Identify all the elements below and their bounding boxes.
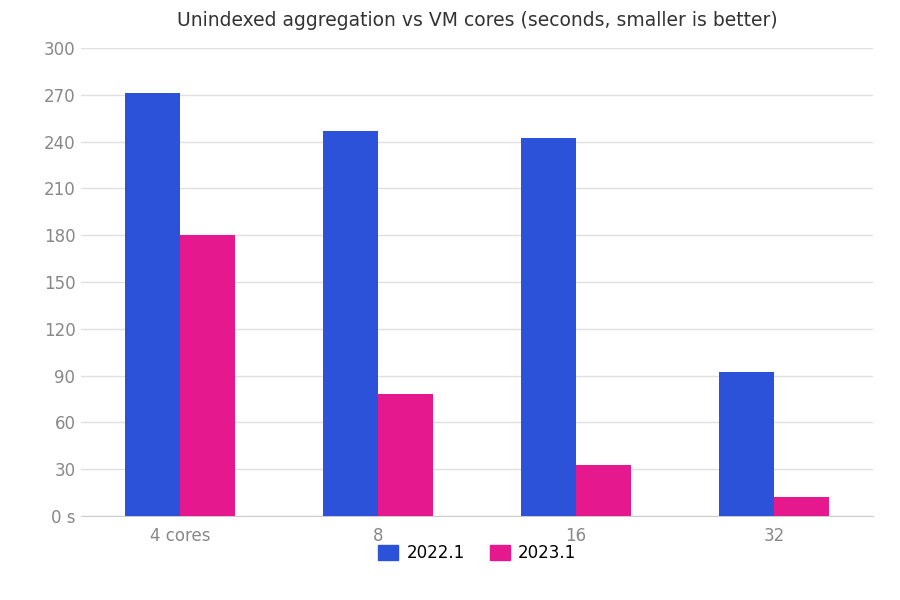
Bar bbox=[520, 139, 576, 516]
Title: Unindexed aggregation vs VM cores (seconds, smaller is better): Unindexed aggregation vs VM cores (secon… bbox=[176, 11, 778, 30]
Bar bbox=[718, 373, 774, 516]
Bar bbox=[180, 235, 236, 516]
Bar bbox=[124, 93, 180, 516]
Bar bbox=[774, 497, 830, 516]
Bar bbox=[322, 131, 378, 516]
Bar bbox=[378, 394, 434, 516]
Bar bbox=[576, 464, 632, 516]
Legend: 2022.1, 2023.1: 2022.1, 2023.1 bbox=[371, 537, 583, 569]
